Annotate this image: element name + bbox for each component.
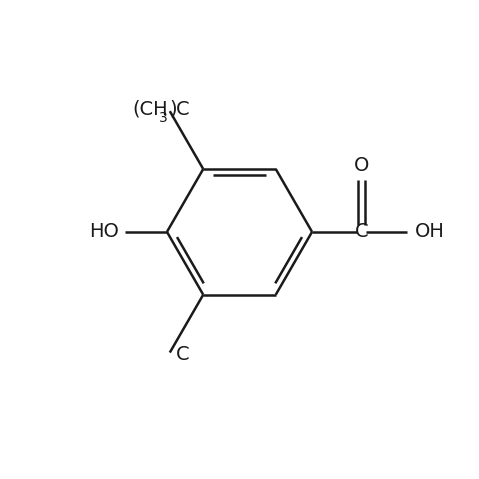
Text: C: C xyxy=(175,100,189,119)
Text: C: C xyxy=(175,345,189,364)
Text: O: O xyxy=(354,156,369,175)
Text: ): ) xyxy=(170,100,177,119)
Text: HO: HO xyxy=(90,222,119,241)
Text: OH: OH xyxy=(415,222,445,241)
Text: (CH: (CH xyxy=(132,100,168,119)
Text: 3: 3 xyxy=(159,111,168,125)
Text: C: C xyxy=(355,222,368,241)
